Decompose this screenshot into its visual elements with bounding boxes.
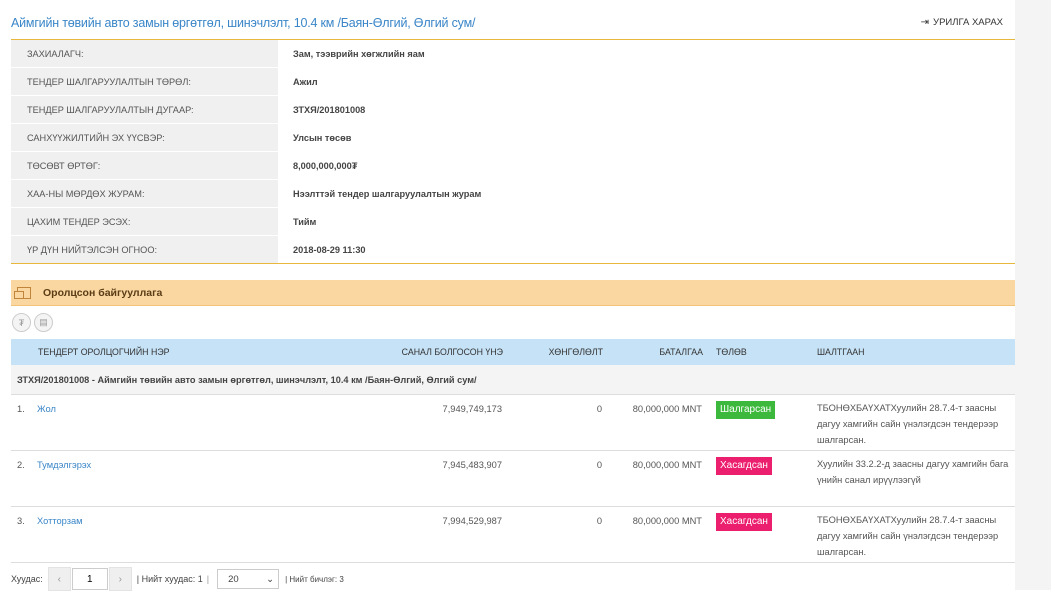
info-label: САНХҮҮЖИЛТИЙН ЭХ ҮҮСВЭР: (11, 123, 278, 152)
info-row: ТӨСӨВТ ӨРТӨГ: 8,000,000,000₮ (11, 151, 1015, 180)
reason-cell: ТБОНӨХБАҮХАТХуулийн 28.7.4-т заасны дагу… (804, 506, 1015, 563)
sign-out-icon: ⇥ (920, 17, 930, 28)
copy-icon (14, 286, 31, 299)
col-guarantee-header: БАТАЛГАА (603, 339, 703, 365)
prev-page-button[interactable]: ‹ (47, 567, 71, 591)
info-value: Тийм (278, 207, 1015, 236)
status-cell: Хасагдсан (703, 450, 804, 507)
info-value: Ажил (278, 67, 1015, 96)
page-size-select[interactable]: 20 ⌄ (217, 569, 280, 589)
chevron-right-icon: › (118, 573, 122, 585)
info-row: ТЕНДЕР ШАЛГАРУУЛАЛТЫН ДУГААР: ЗТХЯ/201801… (11, 95, 1015, 124)
status-badge: Хасагдсан (716, 457, 772, 475)
separator: | (206, 574, 210, 584)
discount-cell: 0 (503, 506, 603, 563)
status-badge: Шалгарсан (716, 401, 776, 419)
participant-link[interactable]: Хотторзам (37, 516, 83, 526)
table-row: 3. Хотторзам 7,994,529,987 0 80,000,000 M… (11, 506, 1015, 563)
page-number-input[interactable] (71, 568, 108, 590)
info-row: САНХҮҮЖИЛТИЙН ЭХ ҮҮСВЭР: Улсын төсөв (11, 123, 1015, 152)
info-row: ҮР ДҮН НИЙТЭЛСЭН ОГНОО: 2018-08-29 11:30 (11, 235, 1015, 264)
price-cell: 7,949,749,173 (283, 394, 503, 451)
title-bar: Аймгийн төвийн авто замын өргөтгөл, шинэ… (11, 0, 1015, 40)
section-title: Оролцсон байгууллага (43, 286, 163, 299)
chevron-left-icon: ‹ (57, 573, 61, 585)
row-index: 2. (17, 460, 25, 470)
info-value: Нээлттэй тендер шалгаруулалтын журам (278, 179, 1015, 208)
table-header-row: ТЕНДЕРТ ОРОЛЦОГЧИЙН НЭР САНАЛ БОЛГОСОН Ү… (11, 339, 1015, 365)
info-row: ТЕНДЕР ШАЛГАРУУЛАЛТЫН ТӨРӨЛ: Ажил (11, 67, 1015, 96)
participant-link[interactable]: Тумдэлгэрэх (37, 460, 92, 470)
info-label: ТЕНДЕР ШАЛГАРУУЛАЛТЫН ДУГААР: (11, 95, 278, 124)
page-size-value: 20 (228, 573, 239, 585)
next-page-button[interactable]: › (108, 567, 132, 591)
col-status-header: ТӨЛӨВ (703, 339, 804, 365)
info-row: ХАА-НЫ МӨРДӨХ ЖУРАМ: Нээлттэй тендер шалг… (11, 179, 1015, 208)
info-label: ЗАХИАЛАГЧ: (11, 40, 278, 68)
info-value: 8,000,000,000₮ (278, 151, 1015, 180)
info-label: ХАА-НЫ МӨРДӨХ ЖУРАМ: (11, 179, 278, 208)
row-index: 1. (17, 404, 25, 414)
discount-cell: 0 (503, 394, 603, 451)
info-label: ТӨСӨВТ ӨРТӨГ: (11, 151, 278, 180)
currency-icon[interactable]: ₮ (12, 313, 31, 332)
participant-cell: 1. Жол (11, 394, 283, 451)
total-records: | Нийт бичлэг: 3 (285, 574, 344, 584)
info-value: 2018-08-29 11:30 (278, 235, 1015, 264)
info-label: ТЕНДЕР ШАЛГАРУУЛАЛТЫН ТӨРӨЛ: (11, 67, 278, 96)
price-cell: 7,994,529,987 (283, 506, 503, 563)
pagination: Хуудас: ‹ › | Нийт хуудас: 1 | 20 ⌄ | Ни… (11, 564, 1015, 594)
status-cell: Хасагдсан (703, 506, 804, 563)
table-row: 1. Жол 7,949,749,173 0 80,000,000 MNT Шал… (11, 394, 1015, 451)
group-row: ЗТХЯ/201801008 - Аймгийн төвийн авто зам… (11, 365, 1015, 395)
view-invitation-label: УРИЛГА ХАРАХ (933, 17, 1003, 28)
price-cell: 7,945,483,907 (283, 450, 503, 507)
discount-cell: 0 (503, 450, 603, 507)
col-discount-header: ХӨНГӨЛӨЛТ (503, 339, 603, 365)
table-row: 2. Тумдэлгэрэх 7,945,483,907 0 80,000,000… (11, 450, 1015, 507)
info-row: ЦАХИМ ТЕНДЕР ЭСЭХ: Тийм (11, 207, 1015, 236)
view-invitation-link[interactable]: ⇥ УРИЛГА ХАРАХ (921, 17, 1003, 28)
document-icon[interactable]: ▤ (34, 313, 53, 332)
participant-link[interactable]: Жол (37, 404, 56, 414)
col-reason-header: ШАЛТГААН (804, 339, 1015, 365)
info-value: Зам, тээврийн хөгжлийн яам (278, 40, 1015, 68)
guarantee-cell: 80,000,000 MNT (603, 506, 703, 563)
participants-section-header: Оролцсон байгууллага (11, 280, 1015, 306)
participants-table: ТЕНДЕРТ ОРОЛЦОГЧИЙН НЭР САНАЛ БОЛГОСОН Ү… (11, 339, 1015, 563)
status-badge: Хасагдсан (716, 513, 772, 531)
page-label: Хуудас: (11, 574, 43, 584)
total-pages: | Нийт хуудас: 1 (136, 574, 203, 584)
guarantee-cell: 80,000,000 MNT (603, 394, 703, 451)
chevron-down-icon: ⌄ (266, 573, 275, 585)
info-value: ЗТХЯ/201801008 (278, 95, 1015, 124)
reason-cell: ТБОНӨХБАҮХАТХуулийн 28.7.4-т заасны дагу… (804, 394, 1015, 451)
main-content: Аймгийн төвийн авто замын өргөтгөл, шинэ… (11, 0, 1015, 594)
tender-info-table: ЗАХИАЛАГЧ: Зам, тээврийн хөгжлийн яам ТЕН… (11, 40, 1015, 264)
col-price-header: САНАЛ БОЛГОСОН ҮНЭ (283, 339, 503, 365)
reason-cell: Хуулийн 33.2.2-д заасны дагуу хамгийн ба… (804, 450, 1015, 507)
col-name-header: ТЕНДЕРТ ОРОЛЦОГЧИЙН НЭР (11, 339, 283, 365)
page-title: Аймгийн төвийн авто замын өргөтгөл, шинэ… (11, 16, 476, 30)
guarantee-cell: 80,000,000 MNT (603, 450, 703, 507)
info-value: Улсын төсөв (278, 123, 1015, 152)
right-scroll-area (1015, 0, 1051, 590)
group-label: ЗТХЯ/201801008 - Аймгийн төвийн авто зам… (11, 365, 1015, 395)
participant-cell: 2. Тумдэлгэрэх (11, 450, 283, 507)
info-row: ЗАХИАЛАГЧ: Зам, тээврийн хөгжлийн яам (11, 40, 1015, 68)
info-label: ЦАХИМ ТЕНДЕР ЭСЭХ: (11, 207, 278, 236)
filter-icons: ₮ ▤ (11, 306, 1015, 339)
row-index: 3. (17, 516, 25, 526)
status-cell: Шалгарсан (703, 394, 804, 451)
info-label: ҮР ДҮН НИЙТЭЛСЭН ОГНОО: (11, 235, 278, 264)
participant-cell: 3. Хотторзам (11, 506, 283, 563)
